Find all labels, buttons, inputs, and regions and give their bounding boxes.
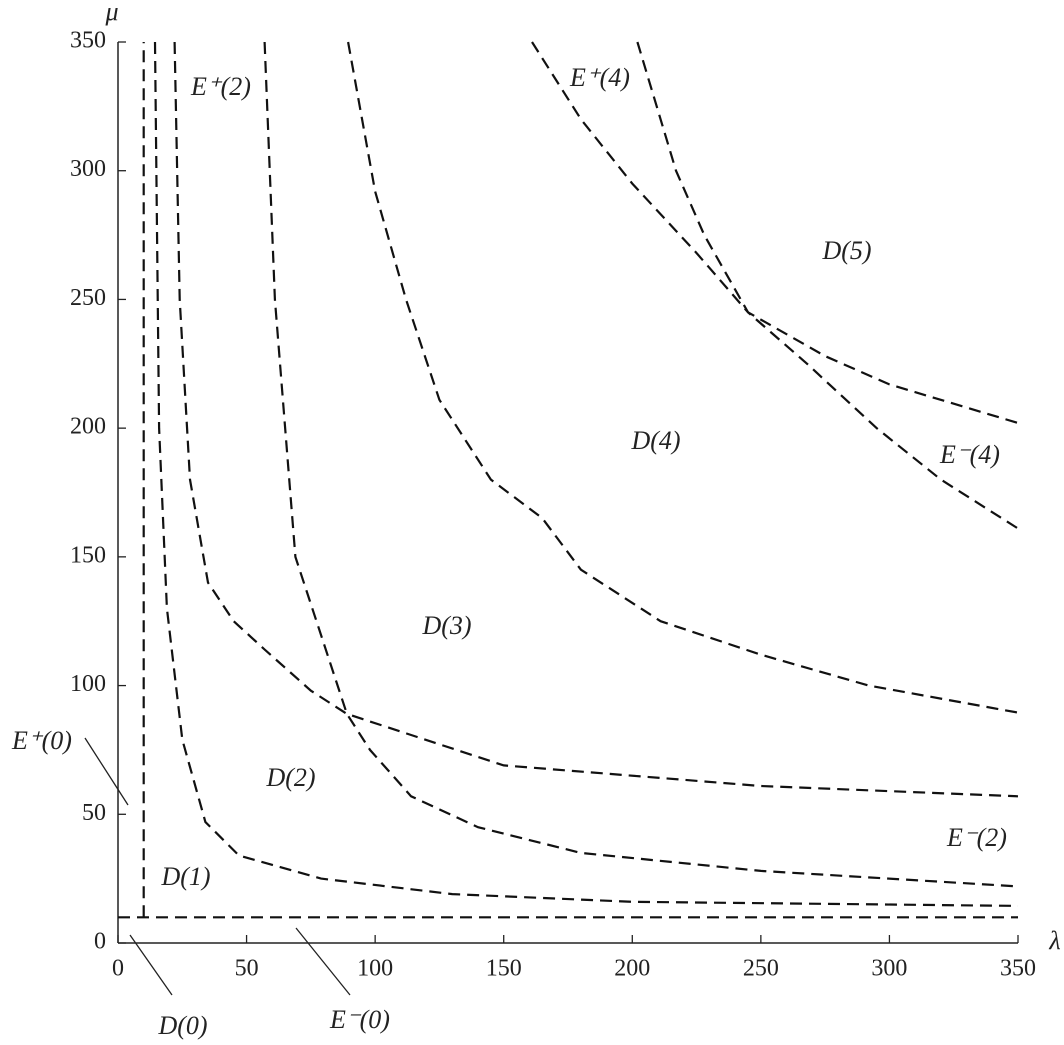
leader-lines xyxy=(84,737,351,996)
curve xyxy=(153,41,1019,907)
x-tick-label: 350 xyxy=(1000,956,1036,982)
leader-line xyxy=(295,927,351,996)
x-tick-label: 200 xyxy=(614,956,650,982)
region-label: D(4) xyxy=(630,426,680,455)
leader-line xyxy=(129,934,173,996)
y-tick-label: 250 xyxy=(70,285,106,311)
x-tick-label: 100 xyxy=(357,956,393,982)
region-label: E⁺(4) xyxy=(569,63,630,92)
leader-line xyxy=(84,737,129,806)
x-tick-label: 250 xyxy=(743,956,779,982)
y-tick-label: 350 xyxy=(70,28,106,54)
region-label: D(2) xyxy=(265,763,315,792)
curve xyxy=(173,41,1019,798)
x-tick-label: 0 xyxy=(112,956,124,982)
y-tick-label: 50 xyxy=(82,800,106,826)
y-tick-label: 150 xyxy=(70,542,106,568)
y-tick-label: 0 xyxy=(94,929,106,955)
x-axis-label: λ xyxy=(1048,926,1060,955)
curve xyxy=(531,41,1019,425)
y-tick-label: 100 xyxy=(70,671,106,697)
x-tick-label: 150 xyxy=(486,956,522,982)
region-label: D(1) xyxy=(160,862,210,891)
curve xyxy=(636,41,1019,530)
x-tick-label: 50 xyxy=(235,956,259,982)
curve xyxy=(263,41,1019,888)
region-label: E⁻(4) xyxy=(939,440,1000,469)
region-label: D(5) xyxy=(821,236,871,265)
x-tick-label: 300 xyxy=(871,956,907,982)
region-label: E⁻(0) xyxy=(329,1005,390,1034)
y-axis-label: μ xyxy=(104,0,118,26)
y-tick-label: 200 xyxy=(70,414,106,440)
y-tick-label: 300 xyxy=(70,156,106,182)
region-label: D(0) xyxy=(157,1011,207,1040)
region-label: E⁺(0) xyxy=(11,726,72,755)
region-label: D(3) xyxy=(421,611,471,640)
region-label: E⁺(2) xyxy=(190,72,251,101)
region-label: E⁻(2) xyxy=(946,823,1007,852)
